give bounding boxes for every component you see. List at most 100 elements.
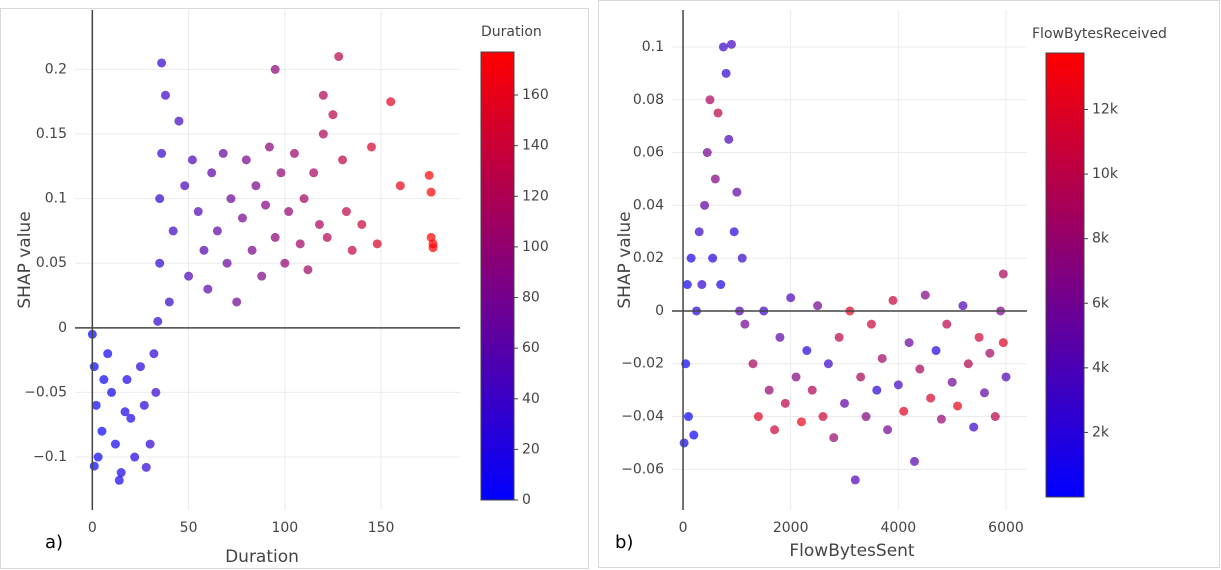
colorbar-tick-label: 4k xyxy=(1092,360,1110,376)
scatter-point xyxy=(207,168,217,178)
scatter-point xyxy=(713,108,723,118)
scatter-point xyxy=(802,346,812,356)
y-tick-label: 0 xyxy=(58,320,67,336)
scatter-point xyxy=(748,359,758,369)
scatter-point xyxy=(395,181,405,191)
scatter-point xyxy=(780,398,790,408)
scatter-point xyxy=(764,385,774,395)
scatter-point xyxy=(834,332,844,342)
scatter-point xyxy=(193,207,203,217)
scatter-point xyxy=(893,380,903,390)
scatter-point xyxy=(998,269,1008,279)
scatter-point xyxy=(998,338,1008,348)
scatter-point xyxy=(829,433,839,443)
scatter-point xyxy=(936,414,946,424)
y-tick-label: 0 xyxy=(655,303,664,319)
scatter-point xyxy=(729,227,739,237)
scatter-point xyxy=(212,226,222,236)
scatter-point xyxy=(721,68,731,78)
x-tick-label: 2000 xyxy=(773,520,809,536)
scatter-point xyxy=(139,400,149,410)
scatter-point xyxy=(261,200,271,210)
scatter-point xyxy=(303,265,313,275)
scatter-point xyxy=(807,385,817,395)
scatter-point xyxy=(295,239,305,249)
scatter-point xyxy=(174,116,184,126)
scatter-point xyxy=(97,426,107,436)
scatter-point xyxy=(850,475,860,485)
x-axis-title: Duration xyxy=(225,547,299,567)
y-tick-label: −0.04 xyxy=(621,409,664,425)
scatter-point xyxy=(702,148,712,158)
scatter-point xyxy=(130,452,140,462)
colorbar-title: FlowBytesReceived xyxy=(1032,26,1167,42)
colorbar-tick-label: 6k xyxy=(1092,295,1110,311)
scatter-point xyxy=(222,258,232,268)
x-tick-label: 150 xyxy=(368,520,395,536)
y-tick-label: 0.05 xyxy=(36,255,67,271)
scatter-point xyxy=(888,295,898,305)
scatter-point xyxy=(861,412,871,422)
scatter-point xyxy=(791,372,801,382)
y-axis-title: SHAP value xyxy=(615,211,635,308)
scatter-point xyxy=(184,271,194,281)
scatter-point xyxy=(931,346,941,356)
scatter-point xyxy=(341,207,351,217)
scatter-point xyxy=(694,227,704,237)
scatter-point xyxy=(264,142,274,152)
scatter-point xyxy=(1001,372,1011,382)
panel-border xyxy=(598,0,1220,568)
scatter-point xyxy=(257,271,267,281)
scatter-point xyxy=(883,425,893,435)
scatter-point xyxy=(247,245,257,255)
scatter-point xyxy=(91,400,101,410)
scatter-point xyxy=(116,468,126,478)
scatter-point xyxy=(915,364,925,374)
scatter-point xyxy=(338,155,348,165)
scatter-point xyxy=(357,219,367,229)
scatter-point xyxy=(974,332,984,342)
scatter-point xyxy=(840,398,850,408)
x-tick-label: 6000 xyxy=(988,520,1024,536)
scatter-point xyxy=(157,148,167,158)
scatter-point xyxy=(813,301,823,311)
colorbar-tick-label: 10k xyxy=(1092,166,1119,182)
scatter-point xyxy=(309,168,319,178)
scatter-point xyxy=(151,387,161,397)
scatter-point xyxy=(314,219,324,229)
scatter-point xyxy=(872,385,882,395)
scatter-point xyxy=(270,64,280,74)
colorbar-tick-label: 120 xyxy=(522,188,549,204)
scatter-point xyxy=(697,280,707,290)
scatter-point xyxy=(114,475,124,485)
scatter-point xyxy=(180,181,190,191)
y-tick-label: −0.1 xyxy=(33,449,67,465)
scatter-point xyxy=(724,134,734,144)
y-tick-label: 0.04 xyxy=(633,197,664,213)
scatter-point xyxy=(126,413,136,423)
scatter-point xyxy=(155,258,165,268)
scatter-point xyxy=(145,439,155,449)
scatter-point xyxy=(157,58,167,68)
scatter-point xyxy=(135,362,145,372)
scatter-point xyxy=(424,170,434,180)
scatter-point xyxy=(979,388,989,398)
colorbar-tick-label: 12k xyxy=(1092,102,1119,118)
y-tick-label: 0.08 xyxy=(633,92,664,108)
x-axis-title: FlowBytesSent xyxy=(789,541,915,561)
scatter-point xyxy=(232,297,242,307)
scatter-point xyxy=(958,301,968,311)
scatter-point xyxy=(199,245,209,255)
y-tick-label: 0.1 xyxy=(45,191,67,207)
x-tick-label: 50 xyxy=(180,520,198,536)
scatter-point xyxy=(770,425,780,435)
scatter-point xyxy=(164,297,174,307)
scatter-point xyxy=(372,239,382,249)
scatter-point xyxy=(89,461,99,471)
y-axis-title: SHAP value xyxy=(15,211,35,308)
colorbar-tick-label: 140 xyxy=(522,138,549,154)
x-tick-label: 4000 xyxy=(881,520,917,536)
scatter-point xyxy=(775,332,785,342)
scatter-point xyxy=(990,412,1000,422)
